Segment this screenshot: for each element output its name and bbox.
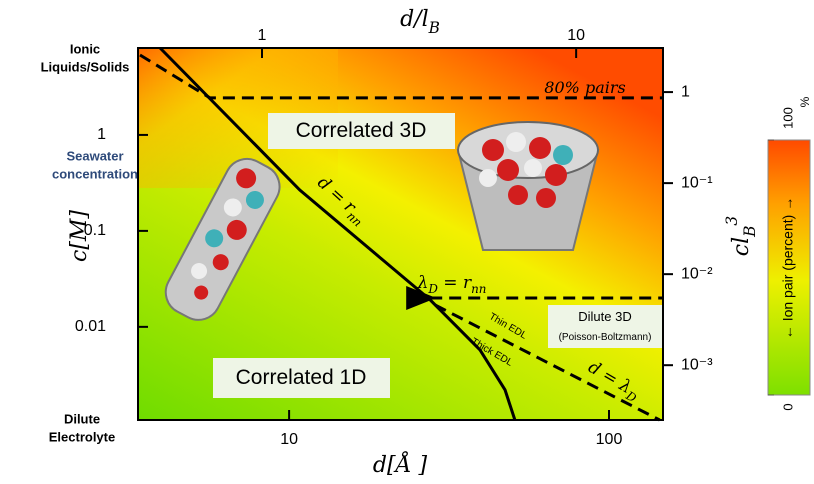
y-tick-label: 1 [97,126,106,143]
chart: 101001100.010.1110⁻³10⁻²10⁻¹1d[Å ]d/lBc[… [0,0,814,484]
side-label: Ionic [70,41,100,56]
annotation: (Poisson-Boltzmann) [559,332,652,343]
x-tick-label: 100 [596,431,623,448]
colorbar-label: ← Ion pair (percent) → [780,197,796,339]
x2-axis-title: d/lB [400,7,440,37]
label-part: 3 [723,216,741,226]
label-part: Correlated 1D [236,366,367,389]
label-part: B [428,19,440,37]
label-part: Correlated 3D [296,119,427,142]
page: {"chart_data": { "type": "line", "x_labe… [0,0,814,484]
colorbar-tick-label: 0 [780,403,795,410]
x2-tick-label: 1 [258,27,267,44]
label-part: λ [417,273,429,293]
label-part: d[Å ] [373,450,428,478]
label-part: cl [729,237,754,256]
label-part: c[M] [67,210,92,262]
label-part: nn [471,282,486,296]
annotation: Correlated 3D [296,119,427,142]
x2-tick-label: 10 [567,27,585,44]
side-label: concentration [52,166,138,181]
y-tick-label: 0.01 [75,318,106,335]
colorbar-unit: % [798,96,812,107]
label-part: D [427,282,438,296]
y2-tick-label: 10⁻² [681,265,713,282]
y2-tick-label: 10⁻¹ [681,174,713,191]
y2-tick-label: 1 [681,83,690,100]
label-part: d/l [400,7,429,32]
side-label: Liquids/Solids [41,59,130,74]
y-axis-title: c[M] [67,210,92,262]
annotation: 80% pairs [544,78,625,97]
side-label: Dilute [64,411,100,426]
label-part: B [741,226,759,238]
side-label: Electrolyte [49,429,115,444]
label-part: = r [438,273,472,293]
side-label: Seawater [66,148,123,163]
colorbar-tick-label: 100 [780,107,795,129]
annotation: Correlated 1D [236,366,367,389]
y2-axis-title: clB3 [723,216,759,257]
y2-tick-label: 10⁻³ [681,356,713,373]
x-axis-title: d[Å ] [373,450,428,478]
x-tick-label: 10 [280,431,298,448]
annotation: Dilute 3D [578,309,631,324]
nanotube-3d [458,122,598,250]
label-part: (Poisson-Boltzmann) [559,332,652,343]
label-part: Dilute 3D [578,309,631,324]
label-part: 80% pairs [544,78,625,97]
